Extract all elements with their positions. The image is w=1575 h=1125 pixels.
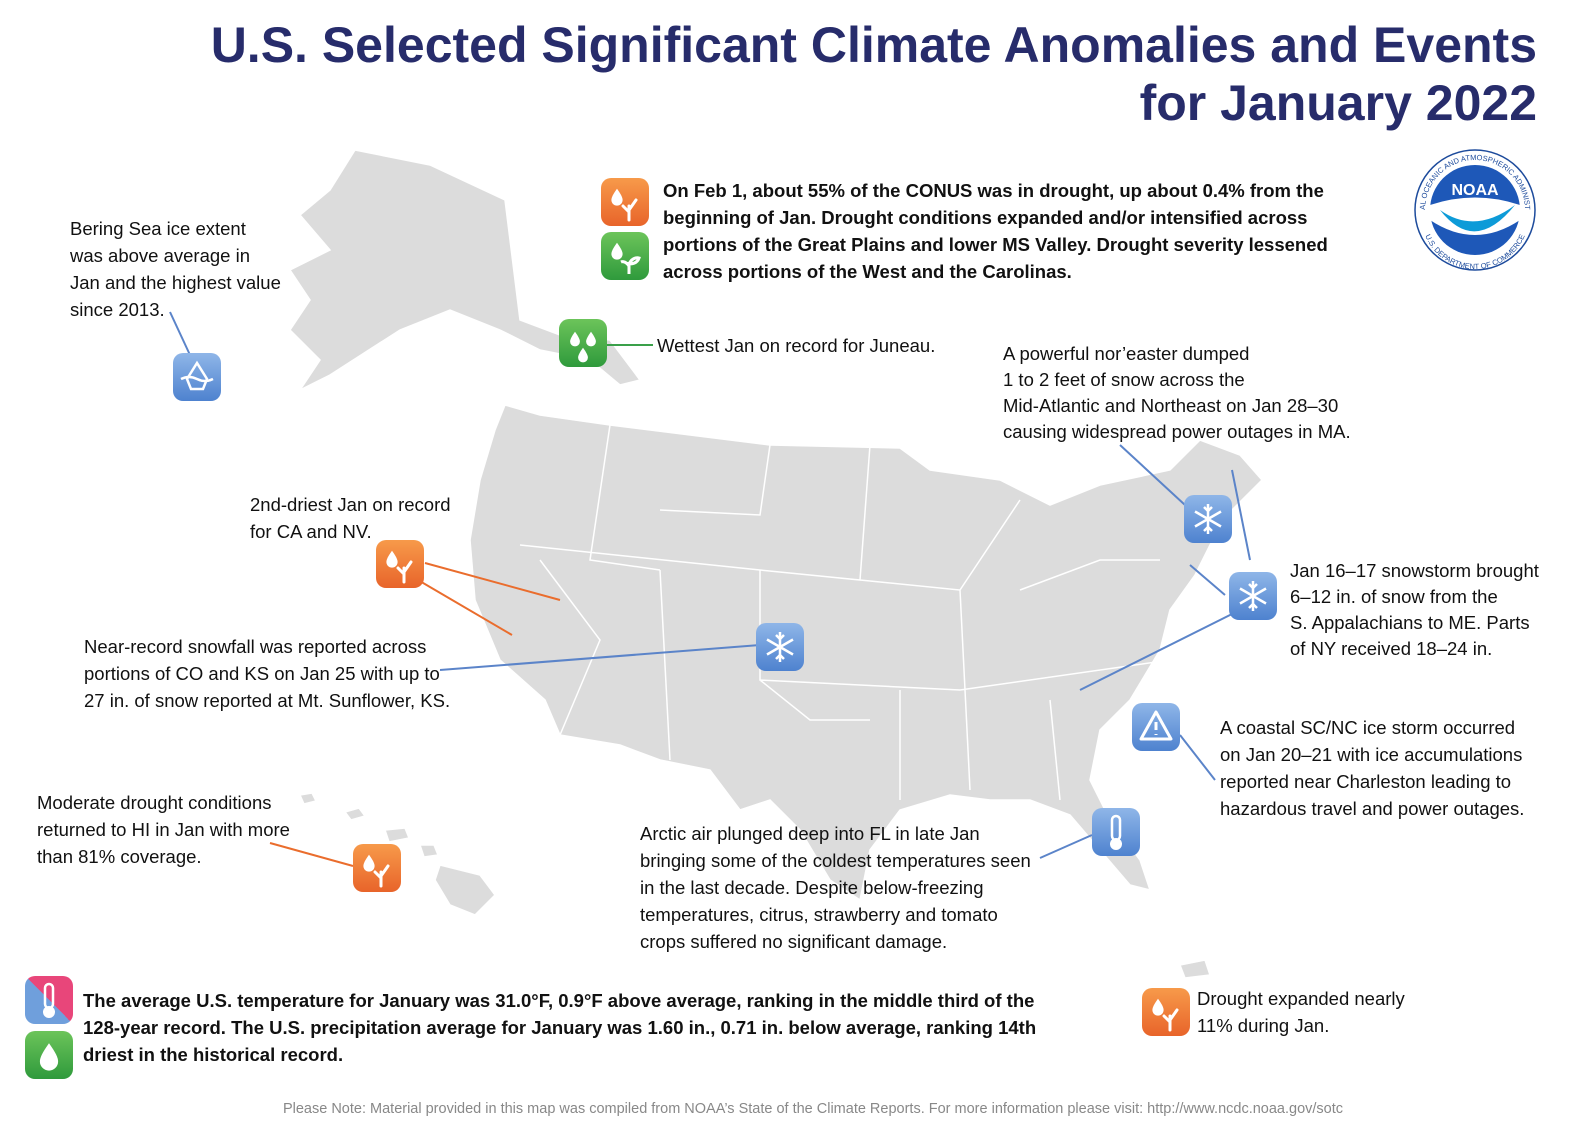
wet-icon bbox=[559, 319, 607, 367]
annotation-line: On Feb 1, about 55% of the CONUS was in … bbox=[663, 180, 1324, 201]
temperature-icon bbox=[23, 974, 75, 1026]
annotation-line: in the last decade. Despite below-freezi… bbox=[640, 877, 983, 898]
annotation-line: Arctic air plunged deep into FL in late … bbox=[640, 823, 980, 844]
drought-icon bbox=[353, 844, 401, 892]
annotation-line: bringing some of the coldest temperature… bbox=[640, 850, 1031, 871]
annotation-line: Jan and the highest value bbox=[70, 272, 281, 293]
annotation-line: reported near Charleston leading to bbox=[1220, 771, 1511, 792]
annotation-line: 128-year record. The U.S. precipitation … bbox=[83, 1017, 1036, 1038]
snow-icon bbox=[1227, 570, 1279, 622]
annotation-line: on Jan 20–21 with ice accumulations bbox=[1220, 744, 1522, 765]
drought-icon bbox=[601, 178, 649, 226]
hawaii bbox=[298, 792, 496, 916]
annotation-line: A powerful nor’easter dumped bbox=[1003, 343, 1249, 364]
annotation-line: 6–12 in. of snow from the bbox=[1290, 586, 1498, 607]
annotation-line: The average U.S. temperature for January… bbox=[83, 990, 1034, 1011]
thermometer-icon bbox=[1090, 806, 1142, 858]
snow-icon bbox=[1182, 493, 1234, 545]
drought-icon bbox=[1142, 988, 1190, 1036]
footnote: Please Note: Material provided in this m… bbox=[283, 1101, 1343, 1117]
annotation-line: returned to HI in Jan with more bbox=[37, 819, 290, 840]
annotation-line: temperatures, citrus, strawberry and tom… bbox=[640, 904, 998, 925]
puerto-rico bbox=[1178, 959, 1212, 979]
snow-icon bbox=[754, 621, 806, 673]
annotation-line: causing widespread power outages in MA. bbox=[1003, 421, 1351, 442]
annotation-line: Jan 16–17 snowstorm brought bbox=[1290, 560, 1539, 581]
annotation-line: A coastal SC/NC ice storm occurred bbox=[1220, 717, 1515, 738]
annotation-line: portions of the Great Plains and lower M… bbox=[663, 234, 1328, 255]
annotation-line: of NY received 18–24 in. bbox=[1290, 638, 1492, 659]
title: for January 2022 bbox=[1140, 75, 1537, 131]
annotation-line: for CA and NV. bbox=[250, 521, 372, 542]
annotation-line: crops suffered no significant damage. bbox=[640, 931, 947, 952]
title: U.S. Selected Significant Climate Anomal… bbox=[211, 17, 1537, 73]
annotation-line: than 81% coverage. bbox=[37, 846, 202, 867]
state-lines bbox=[519, 424, 1171, 801]
drought-improve-icon bbox=[601, 232, 649, 280]
annotation-line: beginning of Jan. Drought conditions exp… bbox=[663, 207, 1307, 228]
annotation-line: driest in the historical record. bbox=[83, 1044, 343, 1065]
drought-icon bbox=[376, 540, 424, 588]
leader-lines bbox=[169, 311, 1251, 859]
annotation-line: hazardous travel and power outages. bbox=[1220, 798, 1524, 819]
annotation-line: Drought expanded nearly bbox=[1197, 988, 1406, 1009]
annotation-line: Moderate drought conditions bbox=[37, 792, 271, 813]
annotation-line: 27 in. of snow reported at Mt. Sunflower… bbox=[84, 690, 450, 711]
annotation-line: Bering Sea ice extent bbox=[70, 218, 246, 239]
conus bbox=[469, 404, 1264, 902]
annotation-line: was above average in bbox=[69, 245, 250, 266]
precipitation-icon bbox=[25, 1031, 73, 1079]
annotation-line: Mid-Atlantic and Northeast on Jan 28–30 bbox=[1003, 395, 1338, 416]
annotation-line: S. Appalachians to ME. Parts bbox=[1290, 612, 1530, 633]
annotation-line: across portions of the West and the Caro… bbox=[663, 261, 1072, 282]
texts: U.S. Selected Significant Climate Anomal… bbox=[37, 17, 1539, 1117]
annotation-line: 1 to 2 feet of snow across the bbox=[1003, 369, 1245, 390]
logo-name: NOAA bbox=[1451, 182, 1499, 199]
map bbox=[288, 149, 1264, 979]
annotation-line: portions of CO and KS on Jan 25 with up … bbox=[84, 663, 440, 684]
annotation-line: 2nd-driest Jan on record bbox=[250, 494, 451, 515]
annotation-line: since 2013. bbox=[70, 299, 165, 320]
alaska bbox=[288, 149, 642, 392]
annotation-line: 11% during Jan. bbox=[1197, 1015, 1329, 1036]
annotation-line: Wettest Jan on record for Juneau. bbox=[657, 335, 935, 356]
annotation-line: Near-record snowfall was reported across bbox=[84, 636, 426, 657]
leader-lines-orange bbox=[269, 562, 561, 867]
ice-icon bbox=[171, 351, 223, 403]
warning-icon bbox=[1130, 701, 1182, 753]
